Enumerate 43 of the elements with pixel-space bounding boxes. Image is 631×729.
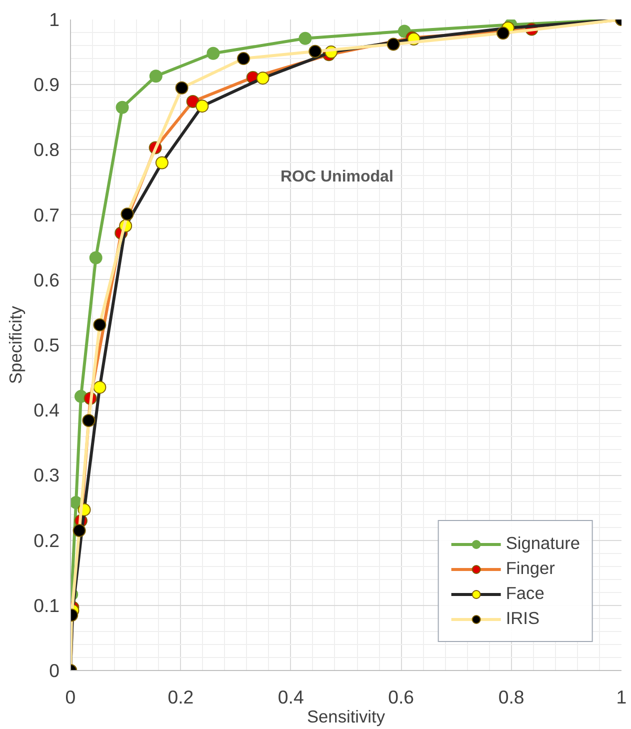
point [116, 100, 129, 114]
point [72, 524, 86, 538]
y-tick-label: 0.8 [34, 139, 60, 160]
point [298, 32, 312, 45]
legend-label: Face [506, 583, 544, 604]
point [120, 208, 134, 221]
point [82, 414, 96, 428]
y-axis-title: Specificity [6, 306, 26, 384]
point [93, 318, 106, 332]
y-tick-label: 1 [49, 9, 60, 30]
y-tick-label: 0.7 [34, 204, 60, 226]
text: ROC Unimodal [280, 168, 394, 186]
x-tick-label: 0.2 [168, 686, 194, 708]
legend-label: Finger [506, 558, 555, 579]
x-tick-label: 0 [65, 686, 76, 708]
y-tick-label: 0.5 [34, 334, 60, 356]
x-tick-label: 0.4 [278, 686, 304, 708]
point [196, 100, 209, 113]
y-tick-label: 0.9 [34, 74, 60, 96]
point [155, 156, 168, 170]
point [175, 81, 188, 94]
point [237, 52, 250, 66]
point [308, 44, 322, 58]
legend-label: Signature [506, 533, 580, 554]
point [496, 26, 510, 40]
point [186, 95, 200, 108]
x-tick-label: 1 [616, 686, 627, 708]
point [93, 380, 106, 394]
point [149, 70, 162, 83]
point [206, 46, 220, 60]
x-tick-label: 0.8 [498, 686, 524, 708]
x-axis-title: Sensitivity [307, 706, 386, 726]
y-tick-label: 0.4 [34, 400, 60, 421]
point [256, 72, 270, 85]
point [89, 251, 102, 264]
y-tick-label: 0.1 [34, 594, 60, 616]
y-tick-label: 0.3 [34, 464, 60, 486]
x-tick-label: 0.6 [388, 686, 414, 708]
y-tick-label: 0 [49, 660, 60, 681]
y-tick-label: 0.6 [34, 269, 60, 290]
y-tick-label: 0.2 [34, 530, 60, 551]
point [386, 38, 400, 51]
legend-label: IRIS [506, 608, 540, 629]
